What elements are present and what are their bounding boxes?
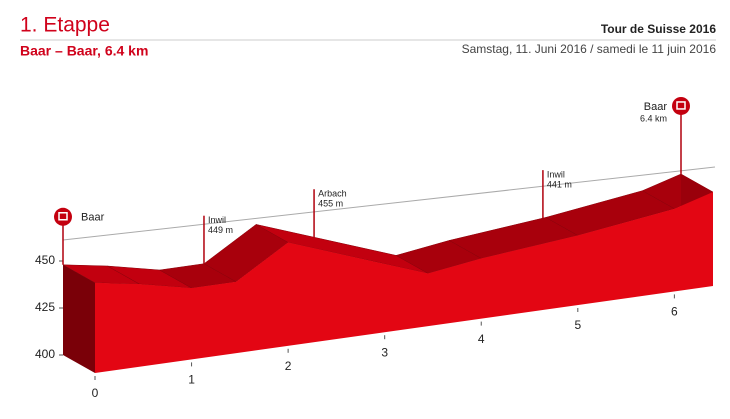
x-tick-label: 6 xyxy=(671,305,678,319)
x-tick-label: 2 xyxy=(285,359,292,373)
marker-sublabel: 441 m xyxy=(547,180,572,190)
marker-label: Baar xyxy=(81,212,105,224)
marker-label: Arbach xyxy=(318,189,347,199)
stage-date: Samstag, 11. Juni 2016 / samedi le 11 ju… xyxy=(462,42,717,56)
end-face xyxy=(63,264,95,373)
x-tick-label: 3 xyxy=(381,345,388,359)
y-tick-label: 425 xyxy=(35,300,55,314)
marker-sublabel: 6.4 km xyxy=(640,113,667,123)
marker-icon-glyph xyxy=(58,212,68,221)
marker-label: Baar xyxy=(644,101,668,113)
race-name: Tour de Suisse 2016 xyxy=(601,22,716,36)
marker-sublabel: 449 m xyxy=(208,225,233,235)
marker-icon xyxy=(672,96,690,115)
y-tick-label: 450 xyxy=(35,253,55,267)
x-tick-label: 4 xyxy=(478,332,485,346)
marker-label: Inwil xyxy=(208,215,226,225)
marker-icon xyxy=(54,207,72,226)
x-tick-label: 1 xyxy=(188,373,195,387)
reference-line xyxy=(62,166,716,241)
stage-title: 1. Etappe xyxy=(20,14,110,37)
stage-subtitle: Baar – Baar, 6.4 km xyxy=(20,43,148,59)
marker-icon-glyph xyxy=(676,101,686,110)
profile-front xyxy=(95,192,713,373)
y-tick-label: 400 xyxy=(35,347,55,361)
marker-sublabel: 455 m xyxy=(318,199,343,209)
x-tick-label: 5 xyxy=(574,318,581,332)
marker-label: Inwil xyxy=(547,170,565,180)
x-tick-label: 0 xyxy=(92,386,99,400)
